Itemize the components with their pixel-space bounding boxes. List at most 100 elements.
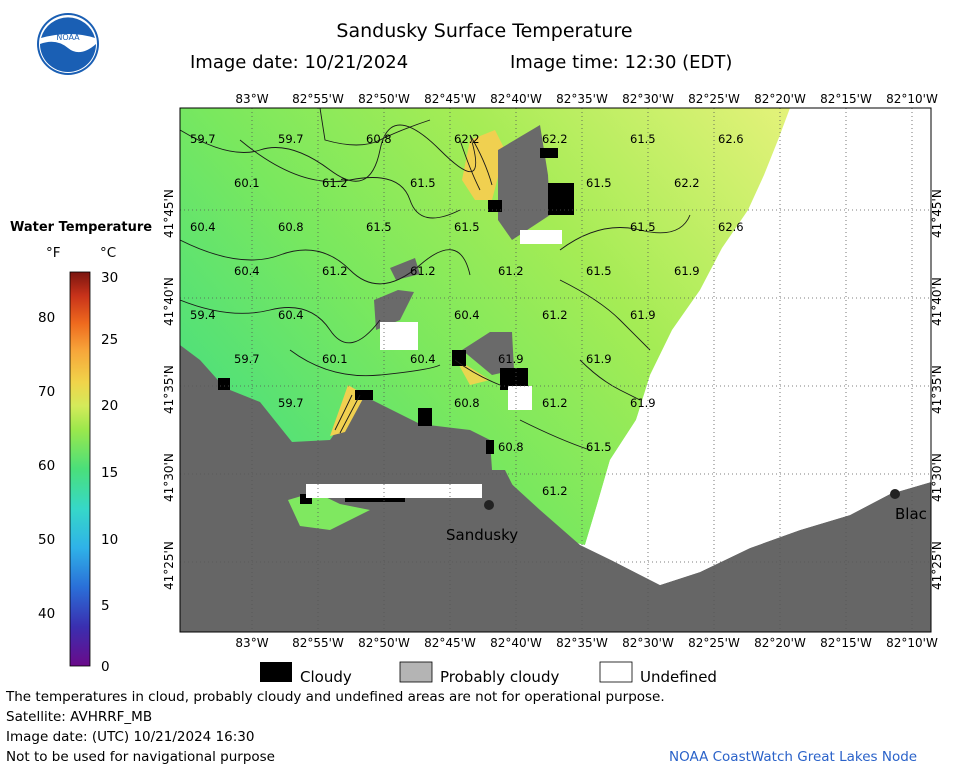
- lon-label-top: 82°30'W: [622, 92, 674, 106]
- temp-label: 60.4: [234, 264, 260, 278]
- temp-label: 60.4: [190, 220, 216, 234]
- city-marker-east: [890, 489, 900, 499]
- unit-fahrenheit: °F: [46, 245, 61, 261]
- colorbar-f-tick: 70: [38, 384, 56, 400]
- lon-label-bottom: 82°10'W: [886, 636, 938, 650]
- lat-label-left: 41°40'N: [162, 277, 176, 326]
- unit-celsius: °C: [100, 245, 117, 261]
- image-date: Image date: 10/21/2024: [190, 52, 409, 73]
- lat-label-right: 41°45'N: [930, 189, 944, 238]
- temp-label: 60.4: [278, 308, 304, 322]
- noaa-logo-text: NOAA: [56, 33, 80, 42]
- temp-label: 61.9: [498, 352, 524, 366]
- temp-label: 59.7: [278, 132, 304, 146]
- lon-label-bottom: 82°45'W: [424, 636, 476, 650]
- colorbar-c-tick: 25: [101, 332, 119, 348]
- temp-label: 60.8: [454, 396, 480, 410]
- colorbar: [69, 271, 91, 667]
- temp-label: 61.5: [366, 220, 392, 234]
- temp-label: 61.9: [586, 352, 612, 366]
- lat-label-right: 41°25'N: [930, 541, 944, 590]
- lon-label-bottom: 82°55'W: [292, 636, 344, 650]
- lon-label-bottom: 82°50'W: [358, 636, 410, 650]
- probably-cloudy-label: Probably cloudy: [440, 668, 560, 686]
- temp-label: 60.1: [234, 176, 260, 190]
- temp-label: 61.2: [542, 396, 568, 410]
- lon-label-top: 82°55'W: [292, 92, 344, 106]
- temp-label: 60.4: [410, 352, 436, 366]
- temp-label: 60.8: [278, 220, 304, 234]
- temp-label: 61.9: [674, 264, 700, 278]
- temp-label: 61.5: [586, 264, 612, 278]
- colorbar-c-tick: 20: [101, 398, 119, 414]
- noaa-logo: NOAA: [37, 13, 99, 75]
- colorbar-c-tick: 0: [101, 659, 110, 675]
- temp-label: 61.5: [630, 220, 656, 234]
- temp-label: 61.5: [410, 176, 436, 190]
- lon-label-bottom: 82°30'W: [622, 636, 674, 650]
- cloudy-label: Cloudy: [300, 668, 352, 686]
- utc-date: Image date: (UTC) 10/21/2024 16:30: [6, 729, 255, 745]
- page-title: Sandusky Surface Temperature: [336, 20, 633, 42]
- temp-label: 61.2: [542, 308, 568, 322]
- sandusky-marker: [484, 500, 494, 510]
- lat-label-right: 41°30'N: [930, 453, 944, 502]
- lon-label-top: 82°15'W: [820, 92, 872, 106]
- disclaimer: The temperatures in cloud, probably clou…: [6, 689, 665, 705]
- lon-label-top: 82°25'W: [688, 92, 740, 106]
- land-mass: [180, 345, 931, 632]
- temp-label: 60.8: [498, 440, 524, 454]
- temp-label: 62.2: [454, 132, 480, 146]
- lat-label-right: 41°40'N: [930, 277, 944, 326]
- temp-label: 61.9: [630, 396, 656, 410]
- lon-label-top: 82°40'W: [490, 92, 542, 106]
- temp-label: 61.2: [498, 264, 524, 278]
- lon-label-bottom: 82°25'W: [688, 636, 740, 650]
- colorbar-f-tick: 80: [38, 310, 56, 326]
- credit: NOAA CoastWatch Great Lakes Node: [669, 749, 918, 765]
- undefined-label: Undefined: [640, 668, 717, 686]
- lon-label-bottom: 83°W: [235, 636, 269, 650]
- colorbar-c-tick: 30: [101, 270, 119, 286]
- temp-label: 61.2: [322, 264, 348, 278]
- lon-label-top: 82°10'W: [886, 92, 938, 106]
- city-label-sandusky: Sandusky: [446, 526, 519, 544]
- nav-warning: Not to be used for navigational purpose: [6, 749, 275, 765]
- temp-label: 61.2: [542, 484, 568, 498]
- lake-water: [180, 108, 790, 545]
- image-time: Image time: 12:30 (EDT): [510, 52, 733, 73]
- temp-label: 61.2: [322, 176, 348, 190]
- lon-label-bottom: 82°35'W: [556, 636, 608, 650]
- colorbar-c-tick: 5: [101, 598, 110, 614]
- graticule: [180, 108, 931, 632]
- temp-label: 60.4: [454, 308, 480, 322]
- lon-label-bottom: 82°15'W: [820, 636, 872, 650]
- temp-label: 59.7: [278, 396, 304, 410]
- temp-label: 60.1: [322, 352, 348, 366]
- temp-label: 59.7: [234, 352, 260, 366]
- temp-label: 62.2: [542, 132, 568, 146]
- undefined-swatch: [599, 661, 633, 683]
- lon-label-top: 82°45'W: [424, 92, 476, 106]
- temp-label: 60.8: [366, 132, 392, 146]
- colorbar-f-tick: 60: [38, 458, 56, 474]
- temp-label: 61.5: [586, 440, 612, 454]
- lat-label-left: 41°25'N: [162, 541, 176, 590]
- city-label-east: Blac: [895, 505, 927, 523]
- lon-label-bottom: 82°20'W: [754, 636, 806, 650]
- cloudy-swatch: [260, 662, 292, 682]
- satellite: Satellite: AVHRRF_MB: [6, 709, 153, 725]
- lon-label-top: 82°35'W: [556, 92, 608, 106]
- lat-label-right: 41°35'N: [930, 365, 944, 414]
- temp-label: 62.6: [718, 220, 744, 234]
- map-frame: [179, 107, 932, 633]
- temp-label: 62.2: [674, 176, 700, 190]
- lat-label-left: 41°30'N: [162, 453, 176, 502]
- temp-label: 61.5: [454, 220, 480, 234]
- colorbar-c-tick: 15: [101, 465, 119, 481]
- temp-label: 61.9: [630, 308, 656, 322]
- colorbar-f-tick: 40: [38, 606, 56, 622]
- probably-cloudy-swatch: [399, 661, 433, 683]
- lon-label-top: 82°50'W: [358, 92, 410, 106]
